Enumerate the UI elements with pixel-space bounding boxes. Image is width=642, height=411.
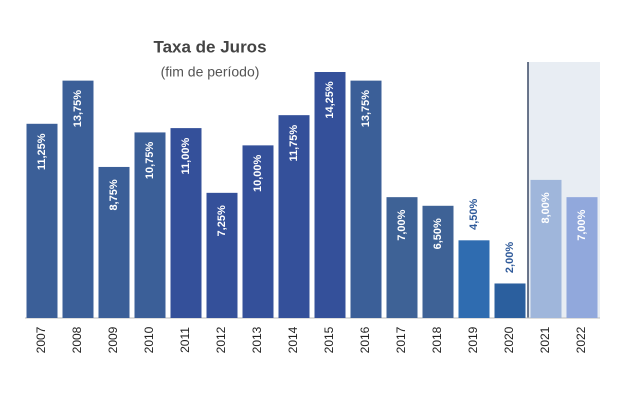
x-tick-label: 2022 <box>574 326 588 353</box>
bar <box>314 72 346 318</box>
x-tick-label: 2009 <box>106 326 120 353</box>
value-label: 7,00% <box>396 209 408 240</box>
bar <box>62 80 94 318</box>
value-label: 6,50% <box>432 218 444 249</box>
value-label: 7,25% <box>216 205 228 236</box>
x-tick-label: 2007 <box>34 326 48 353</box>
chart-title: Taxa de Juros <box>153 37 266 56</box>
x-tick-label: 2013 <box>250 326 264 353</box>
value-label: 7,00% <box>576 209 588 240</box>
x-tick-label: 2018 <box>430 326 444 353</box>
bar <box>566 197 598 318</box>
value-label: 11,75% <box>288 125 300 162</box>
value-label: 11,25% <box>36 133 48 170</box>
bar <box>242 145 274 318</box>
bar <box>458 240 490 318</box>
x-tick-label: 2019 <box>466 326 480 353</box>
x-tick-label: 2008 <box>70 326 84 353</box>
bar <box>134 132 166 318</box>
bar <box>206 192 238 318</box>
x-tick-label: 2014 <box>286 326 300 353</box>
x-tick-label: 2020 <box>502 326 516 353</box>
bar <box>98 166 130 318</box>
value-label: 13,75% <box>72 90 84 128</box>
bar <box>386 197 418 318</box>
bar <box>422 205 454 318</box>
value-label: 10,75% <box>144 142 156 180</box>
bar <box>350 80 382 318</box>
value-label: 8,00% <box>540 192 552 223</box>
x-tick-label: 2016 <box>358 326 372 353</box>
value-label: 11,00% <box>180 138 192 175</box>
x-tick-label: 2017 <box>394 326 408 353</box>
value-label: 2,00% <box>504 242 516 273</box>
x-tick-label: 2011 <box>178 327 192 353</box>
value-label: 13,75% <box>360 90 372 128</box>
x-tick-label: 2021 <box>538 326 552 353</box>
bar <box>494 283 526 318</box>
x-tick-label: 2015 <box>322 326 336 353</box>
chart-subtitle: (fim de período) <box>161 64 260 80</box>
bar <box>530 179 562 318</box>
bar <box>278 115 310 318</box>
value-label: 8,75% <box>108 179 120 210</box>
x-tick-label: 2010 <box>142 326 156 353</box>
bar <box>170 128 202 318</box>
value-label: 4,50% <box>468 199 480 230</box>
x-tick-label: 2012 <box>214 326 228 353</box>
value-label: 10,00% <box>252 154 264 192</box>
bar <box>26 123 58 318</box>
value-label: 14,25% <box>324 81 336 119</box>
